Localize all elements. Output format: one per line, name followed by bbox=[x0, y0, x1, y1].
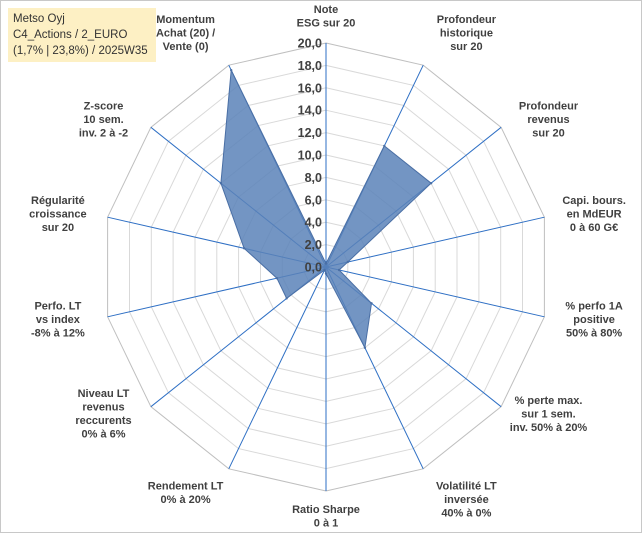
tick-label: 18,0 bbox=[298, 59, 322, 73]
axis-label-line: 40% à 0% bbox=[441, 508, 491, 520]
axis-label-line: vs index bbox=[36, 314, 81, 326]
tick-label: 2,0 bbox=[305, 238, 322, 252]
axis-label: Régularité croissance sur 20 bbox=[29, 195, 86, 234]
radar-axis-labels: Note ESG sur 20 Profondeur historique sur 20… bbox=[29, 4, 626, 530]
axis-label-line: sur 1 sem. bbox=[521, 408, 575, 420]
data-point bbox=[383, 144, 386, 148]
axis-label: % perfo 1A positive 50% à 80% bbox=[565, 300, 623, 339]
axis-label: % perte max. sur 1 sem. inv. 50% à 20% bbox=[510, 395, 588, 434]
axis-label-line: Perfo. LT bbox=[34, 300, 81, 312]
axis-label: Momentum Achat (20) / Vente (0) bbox=[156, 14, 215, 53]
axis-label-line: sur 20 bbox=[450, 41, 482, 53]
chart-title-box: Metso Oyj C4_Actions / 2_EURO (1,7% | 23… bbox=[8, 8, 156, 62]
axis-label-line: revenus bbox=[527, 114, 569, 126]
data-point bbox=[363, 346, 367, 349]
axis-label-line: 0% à 20% bbox=[161, 494, 211, 506]
axis-label: Perfo. LT vs index -8% à 12% bbox=[31, 300, 85, 339]
axis-label: Ratio Sharpe 0 à 1 bbox=[292, 504, 360, 530]
axis-label: Rendement LT 0% à 20% bbox=[148, 481, 224, 507]
axis-spoke bbox=[325, 216, 545, 268]
data-point bbox=[346, 260, 349, 264]
tick-label: 6,0 bbox=[305, 193, 322, 207]
axis-label-line: 0 à 1 bbox=[314, 518, 338, 530]
axis-label-line: % perte max. bbox=[515, 395, 583, 407]
data-point bbox=[275, 277, 279, 280]
axis-label-line: sur 20 bbox=[532, 128, 564, 140]
axis-spoke bbox=[228, 266, 327, 470]
axis-label-line: inv. 2 à -2 bbox=[79, 128, 128, 140]
title-line-period: (1,7% | 23,8%) / 2025W35 bbox=[13, 45, 148, 57]
axis-spoke bbox=[325, 266, 545, 318]
axis-label-line: revenus bbox=[82, 402, 124, 414]
title-line-company: Metso Oyj bbox=[13, 13, 65, 25]
axis-label: Volatilité LT inversée 40% à 0% bbox=[436, 481, 497, 520]
data-point bbox=[219, 182, 223, 185]
tick-label: 16,0 bbox=[298, 81, 322, 95]
axis-label-line: Vente (0) bbox=[163, 41, 209, 53]
axis-label: Profondeur revenus sur 20 bbox=[519, 101, 579, 140]
axis-label-line: croissance bbox=[29, 209, 86, 221]
axis-label-line: Z-score bbox=[84, 101, 124, 113]
axis-label: Niveau LT revenus reccurents 0% à 6% bbox=[75, 388, 131, 441]
axis-label-line: historique bbox=[440, 27, 493, 39]
radar-tick-labels: 0,0 2,0 4,0 6,0 8,0 10,0 12,0 14,0 16,0 18,0 20,0 bbox=[298, 37, 322, 275]
axis-label: Note ESG sur 20 bbox=[297, 4, 356, 30]
axis-label-line: 50% à 80% bbox=[566, 327, 622, 339]
axis-label-line: Achat (20) / bbox=[156, 27, 215, 39]
axis-label-line: reccurents bbox=[75, 415, 131, 427]
data-point bbox=[370, 302, 373, 305]
data-point bbox=[324, 272, 328, 275]
data-point bbox=[429, 182, 433, 185]
axis-label-line: positive bbox=[573, 314, 615, 326]
tick-label: 20,0 bbox=[298, 37, 322, 51]
axis-label-line: Capi. bours. bbox=[562, 195, 626, 207]
tick-label: 14,0 bbox=[298, 104, 322, 118]
tick-label: 12,0 bbox=[298, 126, 322, 140]
data-point bbox=[230, 69, 233, 72]
axis-label-line: Niveau LT bbox=[78, 388, 130, 400]
data-point bbox=[337, 268, 341, 272]
axis-label-line: Momentum bbox=[156, 14, 215, 26]
axis-label-line: 0 à 60 G€ bbox=[570, 222, 618, 234]
axis-label-line: Profondeur bbox=[519, 101, 579, 113]
axis-label-line: Volatilité LT bbox=[436, 481, 497, 493]
axis-label-line: 10 sem. bbox=[83, 114, 123, 126]
axis-label-line: inversée bbox=[444, 494, 489, 506]
tick-label: 4,0 bbox=[305, 216, 322, 230]
axis-label-line: Ratio Sharpe bbox=[292, 504, 360, 516]
axis-label-line: ESG sur 20 bbox=[297, 18, 356, 30]
data-point bbox=[242, 247, 246, 250]
axis-label: Capi. bours. en MdEUR 0 à 60 G€ bbox=[562, 195, 626, 234]
data-point bbox=[323, 268, 326, 272]
tick-label: 0,0 bbox=[305, 261, 322, 275]
axis-label-line: Rendement LT bbox=[148, 481, 224, 493]
axis-label-line: sur 20 bbox=[42, 222, 74, 234]
data-point bbox=[324, 262, 328, 265]
data-point bbox=[285, 297, 288, 300]
title-line-category: C4_Actions / 2_EURO bbox=[13, 29, 128, 41]
axis-label-line: -8% à 12% bbox=[31, 327, 85, 339]
radar-series bbox=[219, 68, 433, 350]
tick-label: 10,0 bbox=[298, 149, 322, 163]
axis-label-line: en MdEUR bbox=[567, 209, 622, 221]
axis-label-line: inv. 50% à 20% bbox=[510, 422, 588, 434]
axis-label: Z-score 10 sem. inv. 2 à -2 bbox=[79, 101, 128, 140]
axis-label-line: Régularité bbox=[31, 195, 85, 207]
axis-label-line: % perfo 1A bbox=[565, 300, 623, 312]
axis-label-line: 0% à 6% bbox=[81, 429, 125, 441]
tick-label: 8,0 bbox=[305, 171, 322, 185]
axis-label-line: Profondeur bbox=[437, 14, 497, 26]
axis-label-line: Note bbox=[314, 4, 338, 16]
axis-label: Profondeur historique sur 20 bbox=[437, 14, 497, 53]
